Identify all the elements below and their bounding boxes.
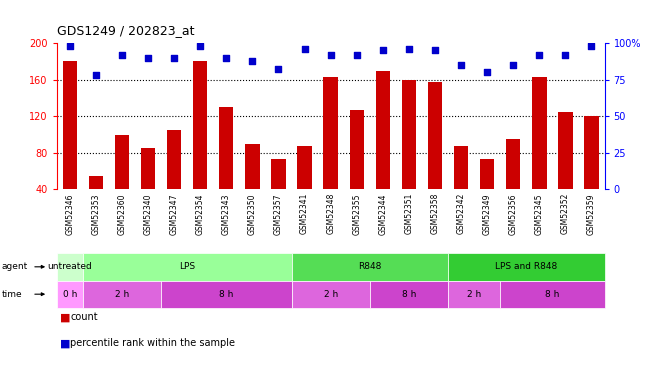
Bar: [297, 146, 312, 189]
Bar: [349, 110, 364, 189]
Bar: [480, 159, 494, 189]
Point: [117, 52, 128, 58]
Bar: [323, 77, 338, 189]
Point: [351, 52, 362, 58]
Point: [91, 72, 102, 78]
Bar: [584, 116, 599, 189]
Bar: [271, 159, 286, 189]
Point: [586, 43, 597, 49]
Text: GSM52343: GSM52343: [222, 193, 231, 235]
Text: untreated: untreated: [47, 262, 92, 272]
Point: [325, 52, 336, 58]
Text: 2 h: 2 h: [467, 290, 481, 298]
Text: ■: ■: [60, 339, 71, 348]
Point: [403, 46, 414, 52]
Text: LPS and R848: LPS and R848: [495, 262, 557, 272]
Point: [456, 62, 466, 68]
Point: [560, 52, 570, 58]
Bar: [89, 176, 103, 189]
Text: percentile rank within the sample: percentile rank within the sample: [70, 339, 235, 348]
Text: 8 h: 8 h: [219, 290, 234, 298]
Text: GSM52355: GSM52355: [352, 193, 361, 235]
Point: [299, 46, 310, 52]
Point: [169, 55, 180, 61]
Text: GSM52341: GSM52341: [300, 193, 309, 234]
Text: GSM52357: GSM52357: [274, 193, 283, 235]
Bar: [401, 80, 416, 189]
Text: GSM52356: GSM52356: [509, 193, 518, 235]
Point: [247, 58, 258, 64]
Text: R848: R848: [358, 262, 381, 272]
Point: [377, 48, 388, 54]
Text: GDS1249 / 202823_at: GDS1249 / 202823_at: [57, 24, 194, 38]
Bar: [375, 70, 390, 189]
Bar: [428, 81, 442, 189]
Text: GSM52340: GSM52340: [144, 193, 152, 235]
Text: GSM52345: GSM52345: [535, 193, 544, 235]
Text: LPS: LPS: [179, 262, 195, 272]
Point: [534, 52, 544, 58]
Point: [221, 55, 232, 61]
Bar: [141, 148, 155, 189]
Bar: [532, 77, 546, 189]
Point: [195, 43, 206, 49]
Text: GSM52359: GSM52359: [587, 193, 596, 235]
Bar: [219, 107, 234, 189]
Text: 2 h: 2 h: [323, 290, 338, 298]
Text: GSM52346: GSM52346: [65, 193, 74, 235]
Text: GSM52342: GSM52342: [457, 193, 466, 234]
Text: 8 h: 8 h: [545, 290, 560, 298]
Text: GSM52350: GSM52350: [248, 193, 257, 235]
Text: GSM52348: GSM52348: [326, 193, 335, 234]
Text: GSM52360: GSM52360: [118, 193, 126, 235]
Text: GSM52354: GSM52354: [196, 193, 204, 235]
Text: GSM52352: GSM52352: [561, 193, 570, 234]
Text: 2 h: 2 h: [115, 290, 129, 298]
Bar: [245, 144, 260, 189]
Text: agent: agent: [1, 262, 27, 272]
Text: GSM52358: GSM52358: [430, 193, 440, 234]
Bar: [193, 62, 207, 189]
Text: count: count: [70, 312, 98, 322]
Text: 8 h: 8 h: [401, 290, 416, 298]
Text: time: time: [1, 290, 22, 298]
Point: [273, 66, 284, 72]
Text: ■: ■: [60, 312, 71, 322]
Text: 0 h: 0 h: [63, 290, 77, 298]
Bar: [454, 146, 468, 189]
Point: [65, 43, 75, 49]
Bar: [167, 130, 181, 189]
Bar: [115, 135, 129, 189]
Point: [508, 62, 518, 68]
Text: GSM52347: GSM52347: [170, 193, 178, 235]
Text: GSM52349: GSM52349: [483, 193, 492, 235]
Point: [430, 48, 440, 54]
Text: GSM52344: GSM52344: [378, 193, 387, 235]
Text: GSM52353: GSM52353: [92, 193, 100, 235]
Bar: [506, 139, 520, 189]
Point: [482, 69, 492, 75]
Bar: [63, 62, 77, 189]
Point: [143, 55, 154, 61]
Text: GSM52351: GSM52351: [404, 193, 413, 234]
Bar: [558, 112, 572, 189]
